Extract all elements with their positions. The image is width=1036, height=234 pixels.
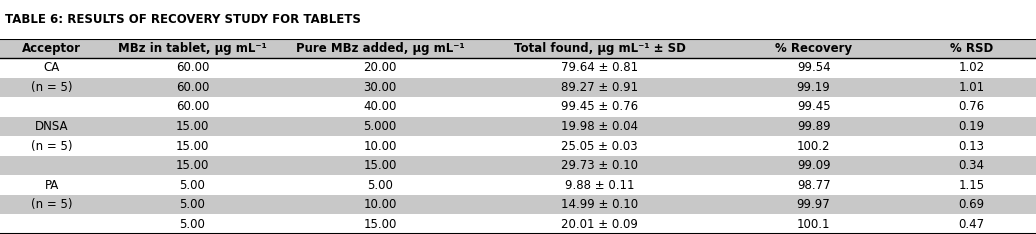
Text: 1.15: 1.15 — [958, 179, 984, 192]
Text: 10.00: 10.00 — [364, 198, 397, 211]
Bar — [0, 117, 1036, 136]
Text: 60.00: 60.00 — [176, 81, 209, 94]
Text: 1.02: 1.02 — [958, 61, 984, 74]
Text: 99.54: 99.54 — [797, 61, 831, 74]
Text: 60.00: 60.00 — [176, 61, 209, 74]
Text: 79.64 ± 0.81: 79.64 ± 0.81 — [562, 61, 638, 74]
Text: 0.13: 0.13 — [958, 139, 984, 153]
Bar — [0, 214, 1036, 234]
Text: (n = 5): (n = 5) — [31, 139, 73, 153]
Text: 9.88 ± 0.11: 9.88 ± 0.11 — [565, 179, 634, 192]
Bar — [0, 136, 1036, 156]
Text: 29.73 ± 0.10: 29.73 ± 0.10 — [562, 159, 638, 172]
Text: 5.00: 5.00 — [179, 198, 205, 211]
Text: 5.000: 5.000 — [364, 120, 397, 133]
Text: 20.01 ± 0.09: 20.01 ± 0.09 — [562, 218, 638, 231]
Bar — [0, 39, 1036, 58]
Text: 98.77: 98.77 — [797, 179, 831, 192]
Text: 20.00: 20.00 — [364, 61, 397, 74]
Text: 99.45 ± 0.76: 99.45 ± 0.76 — [562, 100, 638, 113]
Text: (n = 5): (n = 5) — [31, 81, 73, 94]
Text: 99.97: 99.97 — [797, 198, 831, 211]
Text: 30.00: 30.00 — [364, 81, 397, 94]
Text: 89.27 ± 0.91: 89.27 ± 0.91 — [562, 81, 638, 94]
Text: 60.00: 60.00 — [176, 100, 209, 113]
Text: 40.00: 40.00 — [364, 100, 397, 113]
Text: 15.00: 15.00 — [176, 139, 209, 153]
Text: 19.98 ± 0.04: 19.98 ± 0.04 — [562, 120, 638, 133]
Text: 14.99 ± 0.10: 14.99 ± 0.10 — [562, 198, 638, 211]
Text: 99.45: 99.45 — [797, 100, 831, 113]
Text: 1.01: 1.01 — [958, 81, 984, 94]
Text: PA: PA — [45, 179, 59, 192]
Text: 0.34: 0.34 — [958, 159, 984, 172]
Text: DNSA: DNSA — [35, 120, 68, 133]
Text: 0.76: 0.76 — [958, 100, 984, 113]
Text: 15.00: 15.00 — [176, 159, 209, 172]
Text: 99.89: 99.89 — [797, 120, 831, 133]
Text: 5.00: 5.00 — [179, 179, 205, 192]
Text: 15.00: 15.00 — [364, 218, 397, 231]
Text: MBz in tablet, μg mL⁻¹: MBz in tablet, μg mL⁻¹ — [118, 42, 267, 55]
Text: Acceptor: Acceptor — [23, 42, 81, 55]
Text: Total found, μg mL⁻¹ ± SD: Total found, μg mL⁻¹ ± SD — [514, 42, 686, 55]
Text: CA: CA — [44, 61, 60, 74]
Bar — [0, 176, 1036, 195]
Text: 15.00: 15.00 — [364, 159, 397, 172]
Text: 10.00: 10.00 — [364, 139, 397, 153]
Bar — [0, 156, 1036, 176]
Text: TABLE 6: RESULTS OF RECOVERY STUDY FOR TABLETS: TABLE 6: RESULTS OF RECOVERY STUDY FOR T… — [5, 13, 362, 26]
Text: Pure MBz added, μg mL⁻¹: Pure MBz added, μg mL⁻¹ — [295, 42, 464, 55]
Text: (n = 5): (n = 5) — [31, 198, 73, 211]
Bar — [0, 195, 1036, 215]
Text: % Recovery: % Recovery — [775, 42, 853, 55]
Text: 0.19: 0.19 — [958, 120, 984, 133]
Bar — [0, 58, 1036, 78]
Text: 5.00: 5.00 — [367, 179, 393, 192]
Bar — [0, 78, 1036, 97]
Text: 25.05 ± 0.03: 25.05 ± 0.03 — [562, 139, 638, 153]
Text: 15.00: 15.00 — [176, 120, 209, 133]
Text: 100.1: 100.1 — [797, 218, 830, 231]
Text: 100.2: 100.2 — [797, 139, 830, 153]
Bar — [0, 97, 1036, 117]
Text: % RSD: % RSD — [950, 42, 992, 55]
Text: 99.19: 99.19 — [797, 81, 831, 94]
Text: 0.69: 0.69 — [958, 198, 984, 211]
Text: 5.00: 5.00 — [179, 218, 205, 231]
Text: 99.09: 99.09 — [797, 159, 831, 172]
Text: 0.47: 0.47 — [958, 218, 984, 231]
